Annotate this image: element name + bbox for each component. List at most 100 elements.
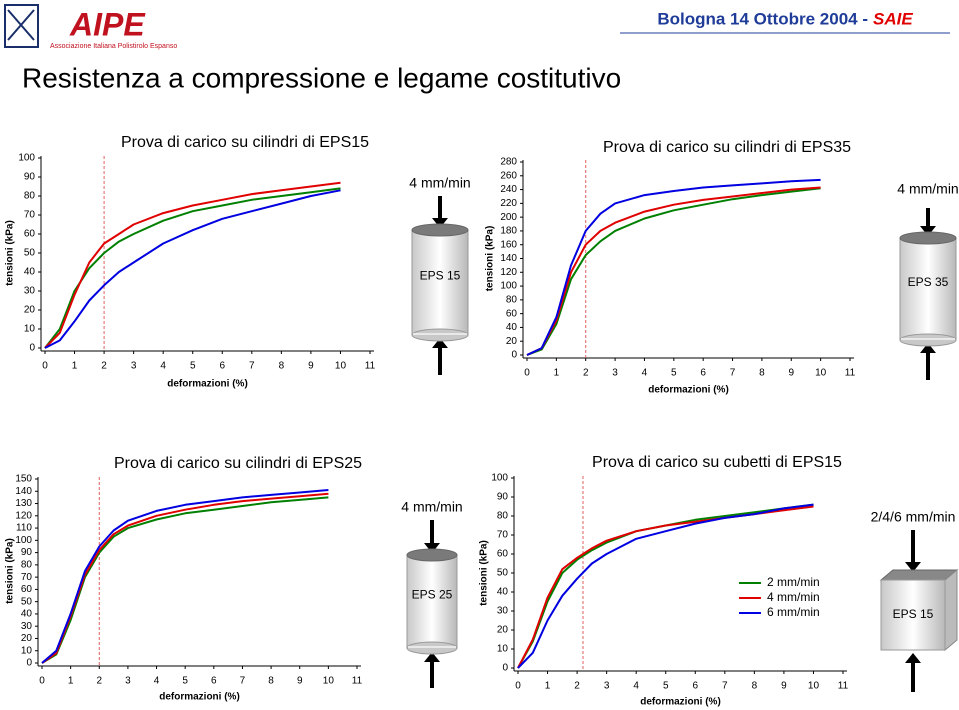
data-line [41,489,329,664]
x-tick-label: 11 [352,676,363,687]
y-tick-label: 200 [500,212,517,223]
x-tick-label: 5 [190,361,196,372]
x-tick-label: 5 [182,676,188,687]
y-tick-label: 260 [500,170,517,181]
y-tick-label: 60 [21,584,33,595]
x-tick-label: 10 [335,361,347,372]
arrow-head [905,653,921,663]
x-tick-label: 7 [722,681,728,692]
y-tick-label: 110 [16,523,32,534]
y-tick-label: 280 [500,157,517,168]
y-tick-label: 90 [24,172,36,183]
x-tick-label: 0 [515,681,521,692]
y-tick-label: 100 [500,281,517,292]
cylinder-mask [901,338,955,340]
specimen-label: EPS 15 [893,607,934,621]
specimen-label: EPS 25 [412,588,453,602]
x-tick-label: 7 [240,676,246,687]
y-tick-label: 20 [497,625,509,636]
y-tick-label: 10 [21,645,33,656]
cube-top [879,569,959,581]
y-tick-label: 90 [497,492,509,503]
x-axis-label: deformazioni (%) [640,697,721,708]
y-axis-label: tensioni (kPa) [479,540,490,606]
y-tick-label: 140 [15,486,32,497]
y-tick-label: 40 [24,267,36,278]
x-tick-label: 8 [759,368,765,379]
x-tick-label: 3 [125,676,131,687]
data-line [44,187,341,349]
y-tick-label: 40 [497,587,509,598]
x-tick-label: 1 [68,676,74,687]
y-tick-label: 120 [500,267,517,278]
x-tick-label: 6 [700,368,706,379]
x-tick-label: 8 [752,681,758,692]
data-line [44,189,341,349]
y-tick-label: 20 [506,336,518,347]
x-tick-label: 0 [42,361,48,372]
y-tick-label: 40 [21,609,33,620]
cube-side [944,568,958,652]
y-tick-label: 30 [21,621,33,632]
legend-label: 4 mm/min [767,590,820,604]
x-tick-label: 3 [604,681,610,692]
y-tick-label: 150 [15,474,32,485]
y-tick-label: 120 [15,510,32,521]
data-line [526,178,821,356]
x-tick-label: 2 [583,368,589,379]
x-tick-label: 8 [268,676,274,687]
x-axis-label: deformazioni (%) [159,692,240,703]
data-line [44,181,341,349]
y-axis-label: tensioni (kPa) [485,226,496,292]
y-tick-label: 0 [29,343,35,354]
event-highlight: SAIE [873,9,913,28]
cylinder-body [899,237,957,341]
x-tick-label: 7 [730,368,736,379]
y-tick-label: 60 [497,549,509,560]
arrow-head [905,562,921,572]
x-tick-label: 8 [279,361,285,372]
x-tick-label: 6 [211,676,217,687]
y-tick-label: 160 [500,239,517,250]
y-tick-label: 80 [506,294,518,305]
x-tick-label: 2 [96,676,102,687]
y-axis-label: tensioni (kPa) [5,220,16,286]
chart-title: Prova di carico su cubetti di EPS15 [592,454,842,471]
x-tick-label: 11 [838,681,849,692]
y-tick-label: 40 [506,322,518,333]
x-tick-label: 10 [323,676,335,687]
x-tick-label: 1 [554,368,560,379]
x-axis-label: deformazioni (%) [648,385,729,396]
y-tick-label: 180 [500,226,517,237]
x-tick-label: 4 [642,368,648,379]
legend-label: 2 mm/min [767,575,820,589]
data-line [526,187,821,356]
arrow-head [424,652,440,662]
y-tick-label: 20 [21,633,33,644]
speed-label: 2/4/6 mm/min [871,509,956,525]
y-tick-label: 100 [18,153,35,164]
x-tick-label: 4 [160,361,166,372]
y-tick-label: 10 [497,644,509,655]
cube-front [880,579,946,651]
x-tick-label: 11 [845,368,856,379]
y-tick-label: 80 [497,511,509,522]
legend-label: 6 mm/min [767,605,820,619]
x-tick-label: 9 [788,368,794,379]
cylinder-top [899,231,957,245]
y-tick-label: 60 [24,229,36,240]
y-tick-label: 30 [24,286,36,297]
y-tick-label: 0 [502,663,508,674]
y-tick-label: 0 [511,350,517,361]
data-line [41,496,329,664]
x-tick-label: 0 [524,368,530,379]
x-tick-label: 3 [612,368,618,379]
x-tick-label: 9 [781,681,787,692]
speed-label: 4 mm/min [409,175,470,191]
cylinder-top [411,223,469,237]
x-tick-label: 6 [219,361,225,372]
specimen-label: EPS 35 [908,275,949,289]
data-line [517,503,814,669]
y-tick-label: 80 [21,560,33,571]
